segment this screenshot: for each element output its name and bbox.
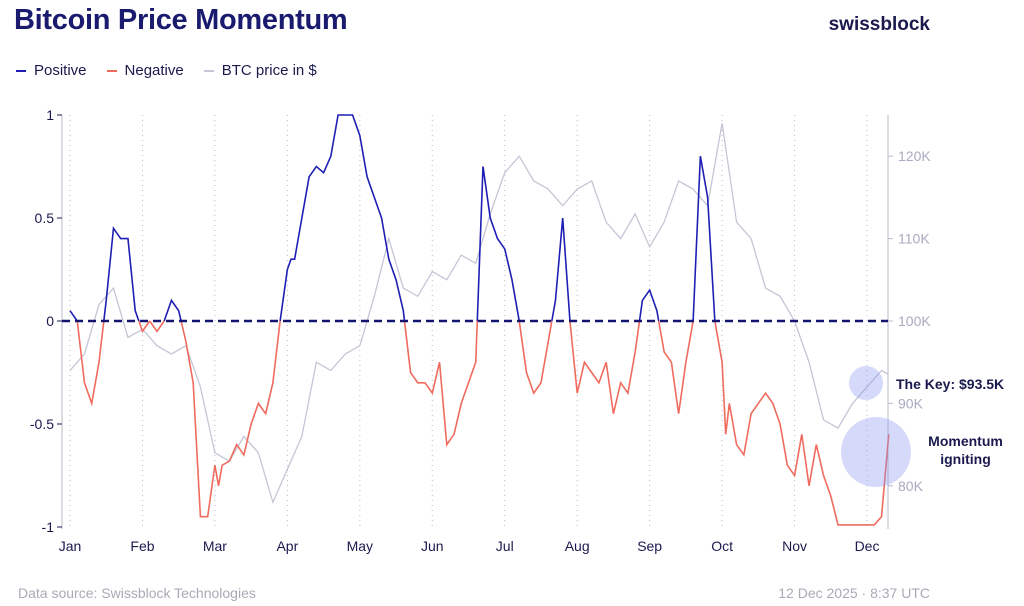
legend-item-negative: Negative: [106, 62, 184, 79]
data-source: Data source: Swissblock Technologies: [18, 585, 256, 601]
x-tick-label: Feb: [130, 538, 154, 554]
y-left-tick-label: -1: [42, 519, 55, 535]
x-tick-label: May: [347, 538, 373, 554]
momentum-positive-segment: [476, 166, 521, 322]
x-tick-label: Jul: [496, 538, 514, 554]
x-tick-label: Nov: [782, 538, 807, 554]
y-right-tick-label: 80K: [898, 478, 924, 494]
y-right-tick-label: 120K: [898, 148, 931, 164]
momentum-positive-segment: [279, 114, 406, 322]
momentum-negative-segment: [518, 320, 553, 395]
x-tick-label: Jun: [421, 538, 444, 554]
chart-title: Bitcoin Price Momentum: [14, 4, 348, 36]
annotation-momentum: Momentum igniting: [918, 432, 1013, 468]
y-left-tick-label: -0.5: [30, 416, 54, 432]
momentum-negative-segment: [149, 320, 165, 333]
y-left-tick-label: 0: [46, 313, 54, 329]
x-tick-label: Mar: [203, 538, 227, 554]
momentum-positive-segment: [69, 310, 78, 322]
brand-logo: swissblock: [828, 14, 930, 35]
momentum-positive-segment: [638, 288, 660, 322]
momentum-negative-segment: [76, 320, 105, 407]
timestamp: 12 Dec 2025 · 8:37 UTC: [778, 585, 930, 601]
momentum-negative-segment: [714, 320, 890, 526]
key-price-highlight: [849, 366, 883, 400]
momentum-highlight: [841, 417, 911, 487]
legend-item-price: BTC price in $: [203, 62, 317, 79]
x-tick-label: Dec: [855, 538, 880, 554]
y-left-tick-label: 0.5: [35, 210, 55, 226]
legend-swatch-price: [203, 69, 214, 72]
y-right-tick-label: 110K: [898, 231, 930, 247]
legend-label-negative: Negative: [124, 62, 184, 79]
legend-label-positive: Positive: [34, 62, 87, 79]
legend-swatch-positive: [16, 69, 26, 72]
momentum-positive-segment: [692, 156, 716, 322]
momentum-negative-segment: [403, 320, 479, 447]
x-tick-label: Sep: [637, 538, 662, 554]
y-left-tick-label: 1: [46, 107, 54, 123]
annotation-momentum-line1: Momentum: [928, 433, 1003, 449]
momentum-positive-segment: [163, 298, 182, 322]
momentum-negative-segment: [180, 320, 281, 518]
momentum-positive-segment: [103, 226, 140, 322]
x-tick-label: Apr: [276, 538, 298, 554]
annotation-momentum-line2: igniting: [940, 451, 991, 467]
legend: Positive Negative BTC price in $: [16, 62, 317, 79]
x-tick-label: Jan: [59, 538, 82, 554]
x-tick-label: Aug: [565, 538, 590, 554]
momentum-negative-segment: [569, 320, 641, 414]
momentum-negative-segment: [138, 320, 151, 334]
y-right-tick-label: 100K: [898, 313, 931, 329]
legend-label-price: BTC price in $: [221, 62, 317, 79]
legend-swatch-negative: [106, 69, 117, 72]
btc-price-line: [69, 123, 890, 505]
annotation-key-price: The Key: $93.5K: [896, 376, 1005, 392]
y-right-tick-label: 90K: [898, 395, 924, 411]
x-tick-label: Oct: [711, 538, 733, 554]
legend-item-positive: Positive: [16, 62, 87, 79]
momentum-negative-segment: [657, 320, 694, 414]
momentum-positive-segment: [551, 217, 571, 322]
